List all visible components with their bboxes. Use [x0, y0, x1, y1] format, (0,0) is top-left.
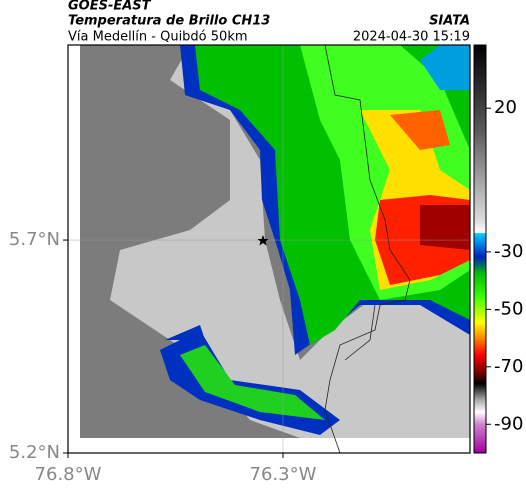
colorbar-tick-label: -30: [494, 241, 523, 262]
y-tick-label: 5.2°N: [9, 442, 60, 463]
colorbar: [473, 44, 487, 454]
title: Temperatura de Brillo CH13: [68, 14, 270, 29]
colorbar-tick-label: -70: [494, 356, 523, 377]
brand: SIATA: [429, 14, 470, 29]
location-star: [257, 235, 269, 246]
y-tick-label: 5.7°N: [9, 229, 60, 250]
map-frame: [67, 44, 471, 454]
colorbar-tick-label: -50: [494, 298, 523, 319]
colorbar-tick-label: -90: [494, 413, 523, 434]
x-tick-label: 76.8°W: [35, 464, 102, 485]
colorbar-tick-label: 20: [494, 97, 517, 118]
borders: [324, 44, 411, 454]
timestamp: 2024-04-30 15:19: [353, 30, 470, 45]
imagery: [80, 45, 470, 438]
x-tick-label: 76.3°W: [250, 464, 317, 485]
subtitle: Vía Medellín - Quibdó 50km: [68, 30, 248, 45]
source: GOES-EAST: [68, 0, 152, 14]
